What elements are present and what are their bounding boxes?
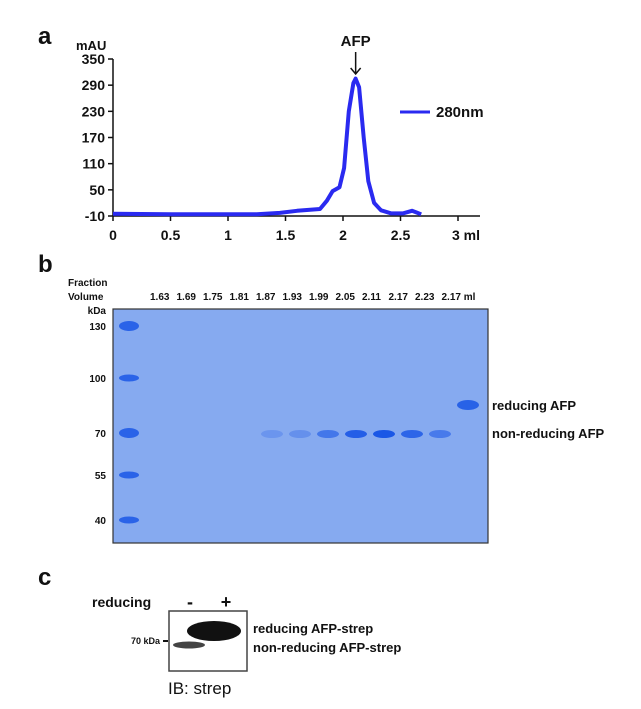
fraction-label: 2.17 ml bbox=[442, 292, 476, 303]
marker-label: 40 bbox=[95, 516, 107, 527]
gel-band bbox=[317, 430, 339, 438]
legend-label: 280nm bbox=[436, 104, 484, 121]
marker-band bbox=[119, 471, 139, 479]
fraction-label: 1.87 bbox=[256, 292, 276, 303]
gel-band bbox=[373, 430, 395, 438]
gel-band bbox=[345, 430, 367, 438]
chromatogram: 350 290 230 170 110 50 -10 0 0.5 1 1.5 2 2.5 3 ml AF… bbox=[82, 33, 484, 243]
marker-band bbox=[119, 321, 139, 331]
arrow-down-icon bbox=[350, 52, 362, 76]
marker-band bbox=[119, 374, 139, 382]
y-tick-label: -10 bbox=[85, 208, 105, 224]
series-280nm-line bbox=[112, 76, 422, 217]
gel-header-volume: Volume bbox=[68, 292, 104, 303]
gel-band bbox=[429, 430, 451, 438]
gel-band-reducing bbox=[457, 400, 479, 410]
fraction-label: 1.75 bbox=[203, 292, 223, 303]
fraction-label: 2.23 bbox=[415, 292, 435, 303]
panel-label-b: b bbox=[38, 251, 53, 278]
x-tick-label: 3 ml bbox=[452, 227, 480, 243]
fraction-label: 2.17 bbox=[389, 292, 409, 303]
ib-label: IB: strep bbox=[168, 679, 231, 698]
fraction-label: 1.81 bbox=[230, 292, 250, 303]
y-tick-label: 350 bbox=[82, 51, 106, 67]
x-tick-label: 0 bbox=[109, 227, 117, 243]
panel-label-a: a bbox=[38, 23, 52, 50]
fraction-label: 2.11 bbox=[362, 292, 381, 303]
gel-band bbox=[261, 430, 283, 438]
marker-label: 70 bbox=[95, 429, 107, 440]
peak-annotation: AFP bbox=[341, 33, 371, 50]
x-tick-label: 1.5 bbox=[276, 227, 296, 243]
marker-label: 130 bbox=[89, 322, 106, 333]
gel-label-non-reducing: non-reducing AFP bbox=[492, 426, 605, 441]
marker-band bbox=[119, 428, 139, 438]
y-tick-label: 110 bbox=[82, 156, 105, 172]
fraction-label: 1.99 bbox=[309, 292, 329, 303]
blot-lane-plus: + bbox=[221, 592, 232, 612]
gel-band bbox=[289, 430, 311, 438]
kda-label: kDa bbox=[88, 306, 107, 317]
x-tick-label: 2 bbox=[339, 227, 347, 243]
y-axis-label: mAU bbox=[76, 38, 106, 53]
fraction-label: 1.69 bbox=[177, 292, 197, 303]
blot-band-non-reducing bbox=[173, 641, 205, 649]
blot-label-reducing: reducing AFP-strep bbox=[253, 621, 373, 636]
fraction-label: 2.05 bbox=[336, 292, 356, 303]
x-tick-label: 2.5 bbox=[391, 227, 411, 243]
blot-row-label: reducing bbox=[92, 594, 151, 610]
x-tick-label: 0.5 bbox=[161, 227, 181, 243]
western-blot bbox=[168, 610, 248, 672]
y-tick-label: 290 bbox=[82, 77, 106, 93]
gel-band bbox=[401, 430, 423, 438]
gel-header-fraction: Fraction bbox=[68, 278, 107, 289]
fraction-label: 1.93 bbox=[283, 292, 303, 303]
x-tick-label: 1 bbox=[224, 227, 232, 243]
y-tick-label: 50 bbox=[89, 182, 105, 198]
marker-label: 100 bbox=[89, 374, 106, 385]
y-tick-label: 170 bbox=[82, 130, 106, 146]
marker-label: 55 bbox=[95, 471, 107, 482]
blot-band-reducing bbox=[187, 621, 241, 641]
blot-marker-label: 70 kDa bbox=[131, 636, 161, 646]
y-tick-label: 230 bbox=[82, 103, 106, 119]
blot-label-non-reducing: non-reducing AFP-strep bbox=[253, 640, 401, 655]
coomassie-gel bbox=[112, 308, 489, 544]
marker-band bbox=[119, 516, 139, 524]
gel-label-reducing: reducing AFP bbox=[492, 398, 576, 413]
fraction-label: 1.63 bbox=[150, 292, 170, 303]
blot-lane-minus: - bbox=[187, 592, 193, 612]
panel-label-c: c bbox=[38, 564, 51, 591]
